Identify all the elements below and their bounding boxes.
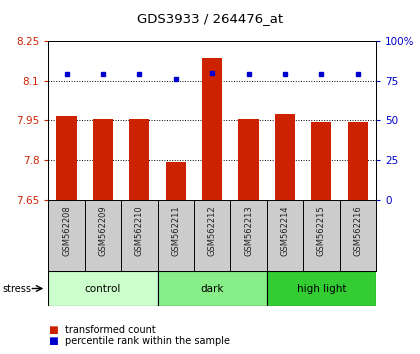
Bar (165, 161, 186, 200)
Bar (129, 119, 150, 200)
Bar (275, 114, 295, 200)
Text: transformed count: transformed count (65, 325, 156, 335)
Text: percentile rank within the sample: percentile rank within the sample (65, 336, 230, 346)
Text: stress: stress (2, 284, 31, 293)
Bar (267, 271, 376, 306)
Text: GSM562208: GSM562208 (62, 206, 71, 256)
Text: GSM562210: GSM562210 (135, 206, 144, 256)
Text: GSM562215: GSM562215 (317, 206, 326, 256)
Text: ■: ■ (48, 325, 58, 335)
Bar (202, 58, 222, 200)
Bar (311, 122, 331, 200)
Text: GSM562216: GSM562216 (353, 206, 362, 256)
Bar (348, 122, 368, 200)
Bar (57, 116, 76, 200)
Text: ■: ■ (48, 336, 58, 346)
Text: GDS3933 / 264476_at: GDS3933 / 264476_at (137, 12, 283, 25)
Text: dark: dark (200, 284, 224, 293)
Text: GSM562211: GSM562211 (171, 206, 180, 256)
Bar (93, 119, 113, 200)
Bar (48, 271, 158, 306)
Bar (239, 119, 259, 200)
Text: GSM562212: GSM562212 (207, 206, 217, 256)
Text: GSM562209: GSM562209 (98, 206, 108, 256)
Text: control: control (85, 284, 121, 293)
Bar (158, 271, 267, 306)
Text: high light: high light (297, 284, 346, 293)
Text: GSM562214: GSM562214 (281, 206, 289, 256)
Text: GSM562213: GSM562213 (244, 206, 253, 256)
